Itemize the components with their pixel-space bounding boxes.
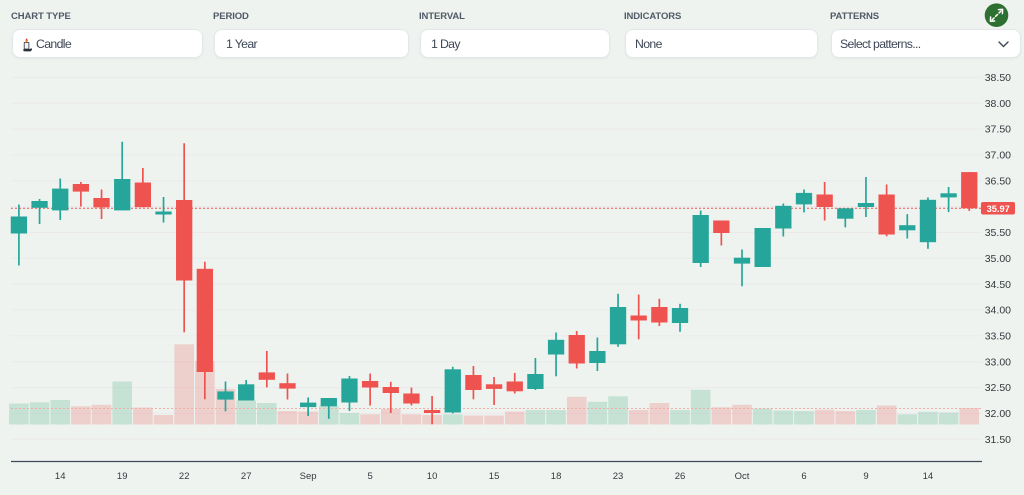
- svg-text:35.50: 35.50: [985, 227, 1011, 239]
- svg-text:33.00: 33.00: [985, 356, 1011, 368]
- svg-text:36.50: 36.50: [985, 175, 1011, 187]
- svg-text:5: 5: [367, 471, 372, 482]
- svg-text:26: 26: [675, 471, 686, 482]
- svg-text:38.00: 38.00: [985, 98, 1011, 110]
- svg-text:38.50: 38.50: [985, 72, 1011, 84]
- svg-text:37.50: 37.50: [985, 124, 1011, 136]
- svg-text:34.50: 34.50: [985, 279, 1011, 291]
- svg-text:10: 10: [427, 471, 438, 482]
- svg-text:6: 6: [801, 471, 806, 482]
- svg-text:18: 18: [551, 471, 562, 482]
- svg-text:33.50: 33.50: [985, 331, 1011, 343]
- svg-text:35.00: 35.00: [985, 253, 1011, 265]
- svg-text:14: 14: [55, 471, 66, 482]
- svg-text:37.00: 37.00: [985, 150, 1011, 162]
- svg-text:19: 19: [117, 471, 128, 482]
- svg-text:32.00: 32.00: [985, 408, 1011, 420]
- svg-text:22: 22: [179, 471, 190, 482]
- svg-text:35.97: 35.97: [987, 204, 1010, 214]
- svg-text:27: 27: [241, 471, 252, 482]
- svg-text:Oct: Oct: [735, 471, 750, 482]
- svg-text:34.00: 34.00: [985, 305, 1011, 317]
- svg-text:Sep: Sep: [300, 471, 317, 482]
- svg-text:32.50: 32.50: [985, 382, 1011, 394]
- svg-text:31.50: 31.50: [985, 434, 1011, 446]
- svg-text:14: 14: [923, 471, 934, 482]
- svg-text:9: 9: [863, 471, 868, 482]
- svg-text:15: 15: [489, 471, 500, 482]
- svg-text:23: 23: [613, 471, 624, 482]
